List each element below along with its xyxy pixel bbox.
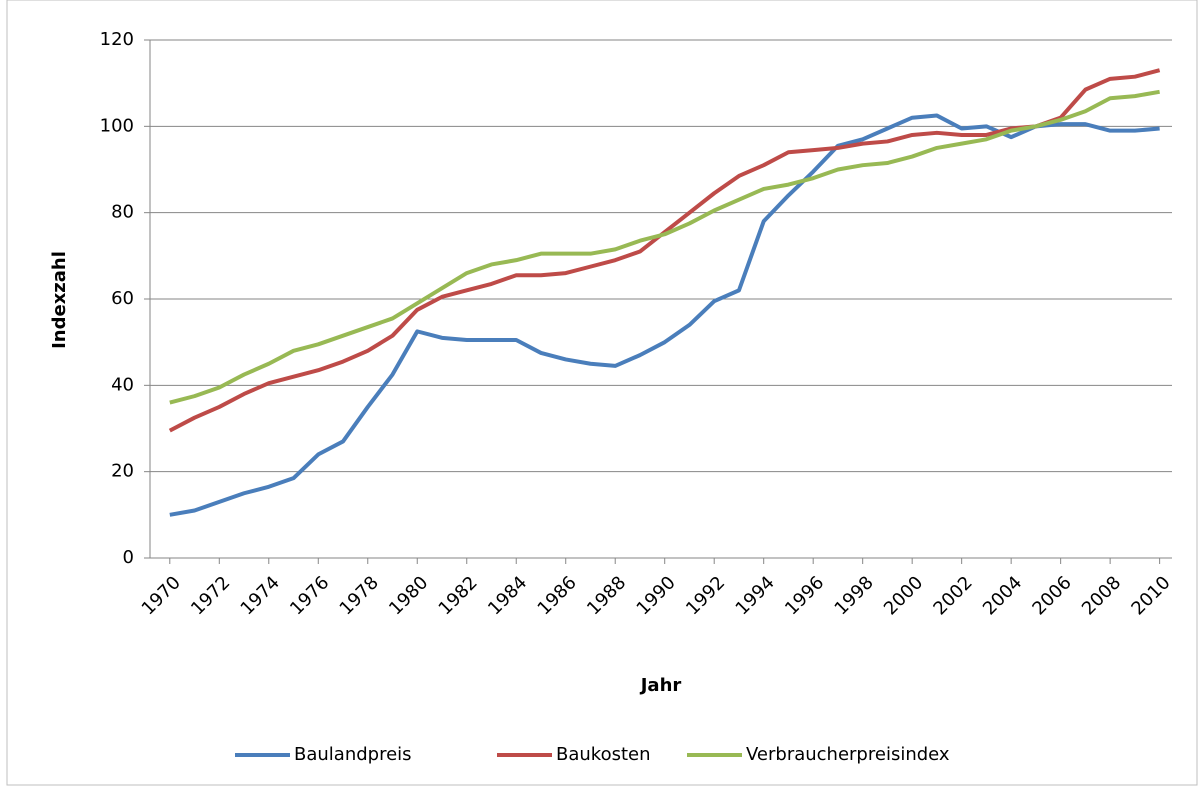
y-tick-label: 120 xyxy=(100,29,134,50)
y-tick-label: 20 xyxy=(111,461,134,482)
y-tick-label: 0 xyxy=(123,547,134,568)
legend-label: Baulandpreis xyxy=(294,744,412,765)
y-tick-label: 60 xyxy=(111,288,134,309)
y-tick-label: 100 xyxy=(100,115,134,136)
y-tick-label: 40 xyxy=(111,374,134,395)
legend-label: Baukosten xyxy=(556,744,651,765)
chart-frame xyxy=(6,0,1198,786)
series-line xyxy=(169,89,1160,405)
legend-label: Verbraucherpreisindex xyxy=(746,744,950,765)
series-line xyxy=(169,113,1160,517)
y-tick-label: 80 xyxy=(111,202,134,223)
y-axis-title: Indexzahl xyxy=(49,251,70,349)
x-axis-title: Jahr xyxy=(639,675,682,696)
